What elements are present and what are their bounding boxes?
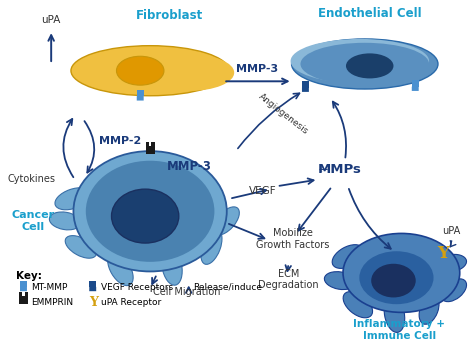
Ellipse shape: [145, 55, 234, 91]
Text: Cytokines: Cytokines: [8, 175, 55, 184]
Bar: [25, 292, 28, 296]
Ellipse shape: [301, 43, 429, 85]
Ellipse shape: [324, 272, 356, 289]
Text: Endothelial Cell: Endothelial Cell: [318, 7, 421, 20]
Ellipse shape: [441, 279, 466, 302]
Ellipse shape: [111, 189, 179, 243]
Ellipse shape: [65, 236, 97, 258]
Ellipse shape: [86, 161, 214, 262]
Text: VEGF: VEGF: [249, 186, 277, 196]
Bar: [89, 280, 96, 287]
Text: uPA: uPA: [42, 14, 61, 24]
Bar: [19, 292, 22, 296]
Ellipse shape: [332, 245, 364, 268]
Bar: [302, 81, 309, 88]
Polygon shape: [412, 83, 419, 91]
Text: Mobilize
Growth Factors: Mobilize Growth Factors: [256, 228, 329, 250]
Text: Y: Y: [437, 245, 449, 262]
Bar: [146, 142, 149, 146]
Text: MMP-3: MMP-3: [236, 64, 278, 74]
Text: Angiogenesis: Angiogenesis: [257, 92, 310, 136]
Text: Cell Migration: Cell Migration: [153, 287, 220, 297]
Polygon shape: [137, 93, 144, 100]
Text: VEGF Receptors: VEGF Receptors: [100, 283, 173, 292]
Polygon shape: [20, 284, 27, 291]
Ellipse shape: [359, 251, 434, 304]
Text: MMP-2: MMP-2: [99, 136, 142, 146]
Ellipse shape: [343, 292, 373, 318]
Text: uPA: uPA: [442, 226, 460, 236]
Text: Inflammatory +
Immune Cell: Inflammatory + Immune Cell: [354, 319, 446, 341]
Ellipse shape: [384, 296, 405, 332]
Bar: [151, 142, 155, 146]
Text: MMP-3: MMP-3: [167, 160, 212, 173]
Bar: [412, 80, 419, 87]
Ellipse shape: [117, 56, 164, 85]
Text: Release/induce: Release/induce: [192, 283, 262, 292]
Bar: [20, 280, 27, 287]
Ellipse shape: [55, 188, 91, 210]
Ellipse shape: [213, 207, 239, 235]
Text: ECM
Degradation: ECM Degradation: [258, 269, 319, 290]
Text: Fibroblast: Fibroblast: [136, 9, 203, 22]
Text: uPA Receptor: uPA Receptor: [100, 298, 161, 307]
Ellipse shape: [435, 254, 466, 272]
Text: MMPs: MMPs: [318, 163, 362, 176]
Ellipse shape: [346, 53, 393, 78]
Text: Y: Y: [89, 296, 98, 309]
Text: Key:: Key:: [16, 271, 41, 281]
Text: ←: ←: [319, 165, 328, 175]
Ellipse shape: [343, 234, 460, 312]
Ellipse shape: [108, 253, 133, 286]
Ellipse shape: [73, 151, 227, 272]
Ellipse shape: [419, 295, 439, 324]
Polygon shape: [302, 85, 309, 92]
Polygon shape: [89, 284, 96, 291]
Bar: [19, 296, 28, 304]
Ellipse shape: [201, 229, 222, 264]
Ellipse shape: [71, 46, 229, 96]
Ellipse shape: [162, 247, 182, 285]
Bar: [137, 90, 144, 96]
Ellipse shape: [292, 39, 438, 89]
Text: MT-MMP: MT-MMP: [31, 283, 68, 292]
Text: EMMPRIN: EMMPRIN: [31, 298, 73, 307]
Ellipse shape: [49, 212, 81, 230]
Bar: [146, 146, 155, 154]
Text: Cancer
Cell: Cancer Cell: [12, 210, 55, 232]
Ellipse shape: [371, 264, 416, 297]
Ellipse shape: [291, 39, 429, 83]
